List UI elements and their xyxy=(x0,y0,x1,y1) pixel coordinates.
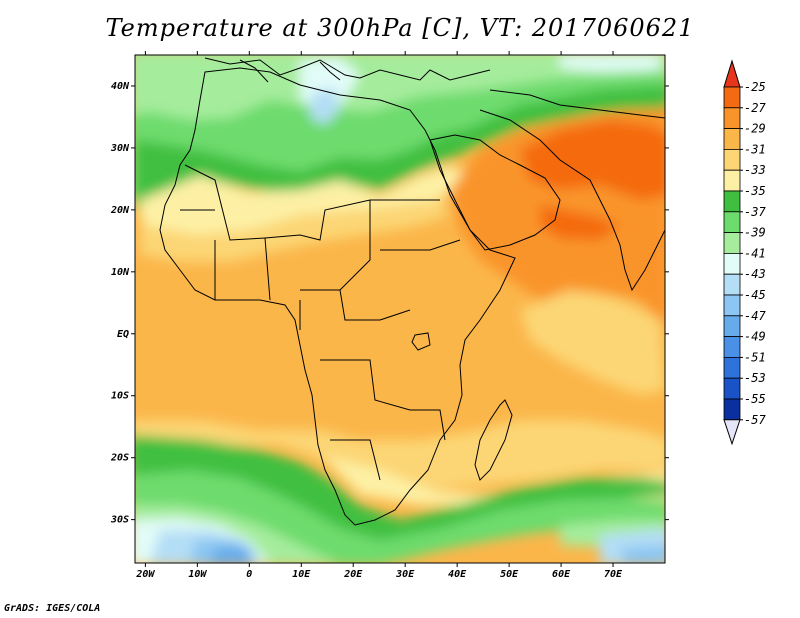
map-frame xyxy=(134,54,666,564)
lon-tick-label: 70E xyxy=(604,569,623,580)
colorbar-label: -31 xyxy=(744,142,766,156)
lon-tick-label: 20E xyxy=(343,569,363,580)
lat-tick-label: 20N xyxy=(110,205,130,216)
colorbar-swatch xyxy=(723,315,741,337)
colorbar-label: -35 xyxy=(744,184,766,198)
colorbar-bottom-arrow xyxy=(723,419,741,446)
map-title: Temperature at 300hPa [C], VT: 201706062… xyxy=(105,14,695,42)
colorbar-swatch xyxy=(723,294,741,317)
lat-tick-label: 30S xyxy=(110,515,129,526)
colorbar-label: -49 xyxy=(744,330,766,344)
colorbar-label: -25 xyxy=(744,80,766,94)
latitude-axis: 40N 30N 20N 10N EQ 10S 20S 30S xyxy=(110,81,669,526)
lat-tick-label: 30N xyxy=(110,143,130,154)
colorbar-label: -57 xyxy=(744,413,766,427)
lon-tick-label: 0 xyxy=(246,569,252,580)
longitude-axis: 20W 10W 0 10E 20E 30E 40E 50E 60E 70E xyxy=(135,51,623,580)
colorbar-top-arrow xyxy=(723,59,741,88)
colorbar-swatch xyxy=(723,107,741,130)
lon-tick-label: 50E xyxy=(500,569,519,580)
colorbar-swatch xyxy=(723,252,741,275)
colorbar-swatch xyxy=(723,169,741,192)
colorbar-label: -27 xyxy=(744,101,766,115)
colorbar-legend: -25 -27 -29 -31 -33 -35 -37 -39 -41 -43 -45 -47 -49 -… xyxy=(723,59,766,446)
colorbar-swatch xyxy=(723,86,741,109)
colorbar-swatch xyxy=(723,190,741,213)
lat-tick-label: 10N xyxy=(111,267,130,278)
colorbar-label: -29 xyxy=(744,122,766,136)
colorbar-swatch xyxy=(723,273,741,296)
lon-tick-label: 20W xyxy=(135,569,155,580)
colorbar-label: -47 xyxy=(744,309,766,323)
colorbar-label: -53 xyxy=(744,371,766,385)
colorbar-swatch xyxy=(723,211,741,234)
lon-tick-label: 10W xyxy=(188,569,207,580)
lat-tick-label: 40N xyxy=(111,81,130,92)
colorbar-swatch xyxy=(723,128,741,150)
colorbar-label: -51 xyxy=(744,350,766,364)
colorbar-label: -39 xyxy=(744,226,766,240)
colorbar-label: -55 xyxy=(744,392,766,406)
colorbar-swatch xyxy=(723,356,741,379)
colorbar-swatch xyxy=(723,148,741,171)
colorbar-label: -33 xyxy=(744,163,766,177)
colorbar-swatch xyxy=(723,336,741,358)
colorbar-label: -43 xyxy=(744,267,766,281)
colorbar-swatch xyxy=(723,377,741,400)
colorbar-label: -45 xyxy=(744,288,766,302)
lon-tick-label: 40E xyxy=(448,569,467,580)
temperature-field xyxy=(135,55,665,563)
lon-tick-label: 10E xyxy=(292,569,311,580)
lon-tick-label: 30E xyxy=(395,569,415,580)
colorbar-label: -41 xyxy=(744,246,766,260)
grads-footer: GrADS: IGES/COLA xyxy=(4,603,101,614)
lon-tick-label: 60E xyxy=(552,569,571,580)
colorbar-swatch xyxy=(723,232,741,254)
colorbar-label: -37 xyxy=(744,205,766,219)
lat-tick-label: 20S xyxy=(110,453,129,464)
lat-tick-label: EQ xyxy=(117,329,129,340)
lat-tick-label: 10S xyxy=(111,391,129,402)
colorbar-swatch xyxy=(723,398,741,421)
